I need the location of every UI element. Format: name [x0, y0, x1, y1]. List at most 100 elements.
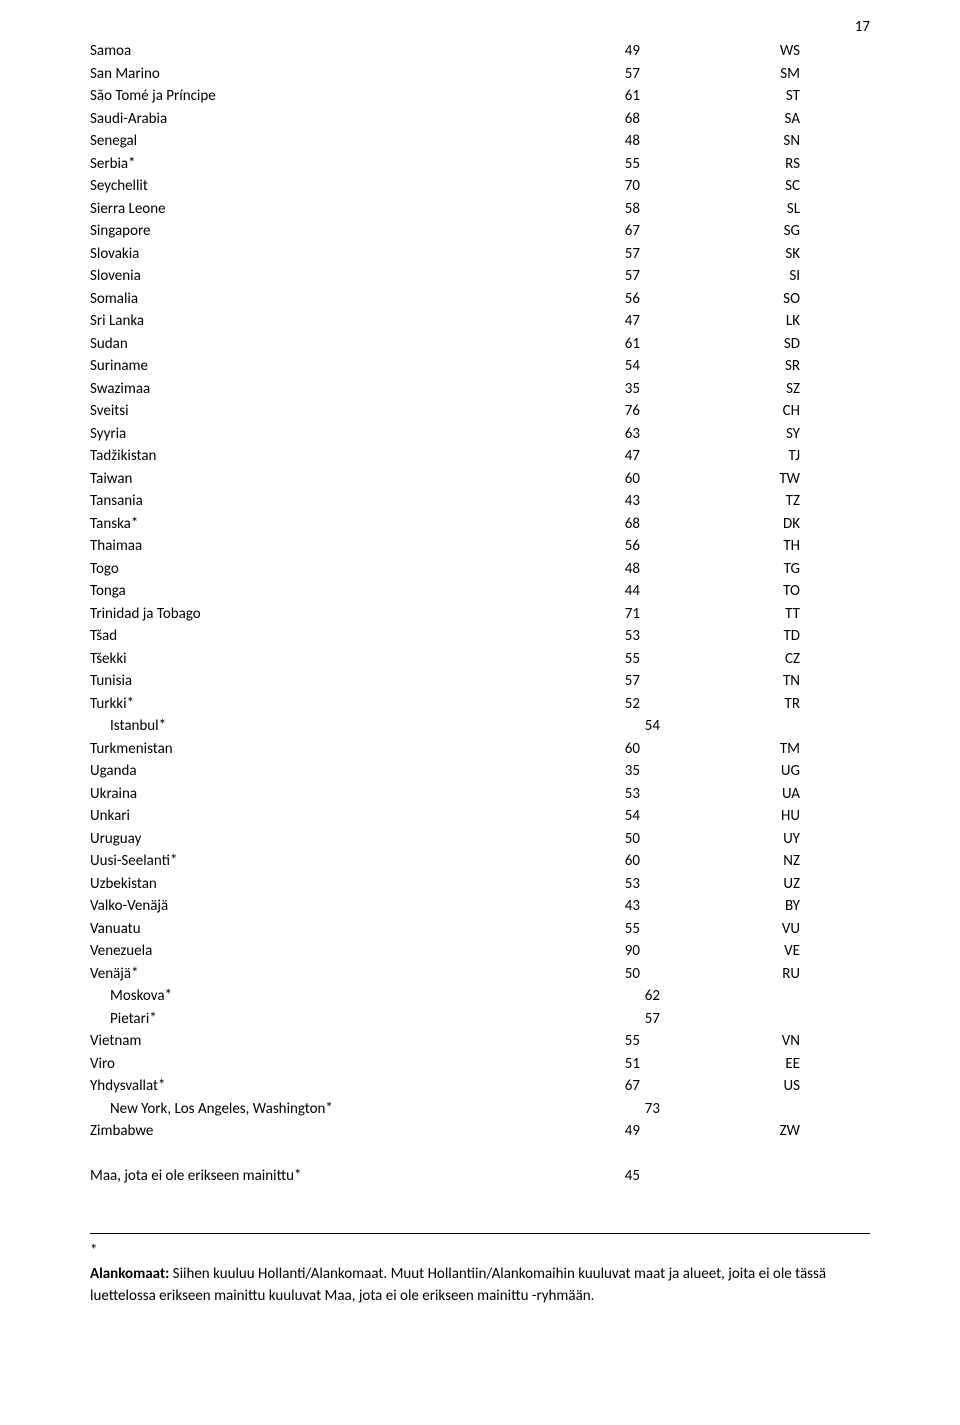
table-row: Ukraina53UA — [90, 783, 870, 806]
country-code: TM — [680, 738, 820, 761]
country-num: 57 — [530, 670, 680, 693]
country-code: SC — [680, 175, 820, 198]
country-num: 54 — [530, 805, 680, 828]
country-code: TG — [680, 558, 820, 581]
country-name: Samoa — [90, 40, 530, 63]
country-name: Syyria — [90, 423, 530, 446]
country-name: Tšad — [90, 625, 530, 648]
country-code: TR — [680, 693, 820, 716]
country-name: Tanska* — [90, 513, 530, 536]
table-row: Uzbekistan53UZ — [90, 873, 870, 896]
country-num: 47 — [530, 310, 680, 333]
country-name: Thaimaa — [90, 535, 530, 558]
summary-code — [680, 1165, 820, 1188]
country-code: SN — [680, 130, 820, 153]
table-row: Saudi-Arabia68SA — [90, 108, 870, 131]
table-row: Slovenia57SI — [90, 265, 870, 288]
country-num: 52 — [530, 693, 680, 716]
country-name: Turkki* — [90, 693, 530, 716]
country-name: Sudan — [90, 333, 530, 356]
table-row: Sierra Leone58SL — [90, 198, 870, 221]
country-code: SZ — [680, 378, 820, 401]
country-code: CZ — [680, 648, 820, 671]
country-code — [700, 985, 840, 1008]
table-row: Pietari*57 — [90, 1008, 870, 1031]
table-row: Swazimaa35SZ — [90, 378, 870, 401]
country-name: Sri Lanka — [90, 310, 530, 333]
country-code: SD — [680, 333, 820, 356]
table-row: Tšad53TD — [90, 625, 870, 648]
country-code: US — [680, 1075, 820, 1098]
table-row: Slovakia57SK — [90, 243, 870, 266]
country-name: Uruguay — [90, 828, 530, 851]
table-row: Tanska*68DK — [90, 513, 870, 536]
country-name: Uganda — [90, 760, 530, 783]
country-code: SL — [680, 198, 820, 221]
country-num: 54 — [550, 715, 700, 738]
country-code: VE — [680, 940, 820, 963]
country-code — [700, 1008, 840, 1031]
table-row: Samoa49WS — [90, 40, 870, 63]
summary-num: 45 — [530, 1165, 680, 1188]
country-name: Yhdysvallat* — [90, 1075, 530, 1098]
country-table: Samoa49WSSan Marino57SMSão Tomé ja Prínc… — [90, 40, 870, 1143]
country-code: EE — [680, 1053, 820, 1076]
country-num: 60 — [530, 850, 680, 873]
country-num: 57 — [530, 243, 680, 266]
country-num: 55 — [530, 648, 680, 671]
footnote-bold-label: Alankomaat: — [90, 1265, 169, 1283]
country-name: Suriname — [90, 355, 530, 378]
country-name: Tonga — [90, 580, 530, 603]
table-row: Viro51EE — [90, 1053, 870, 1076]
table-row: Venezuela90VE — [90, 940, 870, 963]
country-code: RU — [680, 963, 820, 986]
country-code: CH — [680, 400, 820, 423]
country-num: 56 — [530, 535, 680, 558]
country-name: Vanuatu — [90, 918, 530, 941]
country-name: Turkmenistan — [90, 738, 530, 761]
table-row: Togo48TG — [90, 558, 870, 581]
country-num: 90 — [530, 940, 680, 963]
country-num: 44 — [530, 580, 680, 603]
country-name: Trinidad ja Tobago — [90, 603, 530, 626]
country-name: Valko-Venäjä — [90, 895, 530, 918]
country-num: 43 — [530, 490, 680, 513]
table-row: Venäjä*50RU — [90, 963, 870, 986]
country-num: 68 — [530, 108, 680, 131]
table-row: Turkmenistan60TM — [90, 738, 870, 761]
country-name: Slovakia — [90, 243, 530, 266]
country-num: 73 — [550, 1098, 700, 1121]
summary-name: Maa, jota ei ole erikseen mainittu* — [90, 1165, 530, 1188]
country-code: TD — [680, 625, 820, 648]
table-row: Seychellit70SC — [90, 175, 870, 198]
country-num: 47 — [530, 445, 680, 468]
country-num: 55 — [530, 918, 680, 941]
country-num: 53 — [530, 783, 680, 806]
country-name: Swazimaa — [90, 378, 530, 401]
table-row: Uganda35UG — [90, 760, 870, 783]
country-num: 62 — [550, 985, 700, 1008]
country-code: UY — [680, 828, 820, 851]
country-name: New York, Los Angeles, Washington* — [90, 1098, 550, 1121]
table-row: New York, Los Angeles, Washington*73 — [90, 1098, 870, 1121]
summary-row: Maa, jota ei ole erikseen mainittu* 45 — [90, 1165, 870, 1188]
country-code: TW — [680, 468, 820, 491]
country-num: 50 — [530, 963, 680, 986]
footnote-text: Alankomaat: Siihen kuuluu Hollanti/Alank… — [90, 1263, 870, 1308]
table-row: Singapore67SG — [90, 220, 870, 243]
country-num: 49 — [530, 40, 680, 63]
country-name: Tadžikistan — [90, 445, 530, 468]
country-num: 35 — [530, 760, 680, 783]
country-code: SY — [680, 423, 820, 446]
country-num: 61 — [530, 85, 680, 108]
country-name: Vietnam — [90, 1030, 530, 1053]
table-row: Trinidad ja Tobago71TT — [90, 603, 870, 626]
table-row: Sveitsi76CH — [90, 400, 870, 423]
table-row: Unkari54HU — [90, 805, 870, 828]
country-num: 54 — [530, 355, 680, 378]
country-num: 60 — [530, 468, 680, 491]
country-num: 43 — [530, 895, 680, 918]
country-num: 51 — [530, 1053, 680, 1076]
country-num: 68 — [530, 513, 680, 536]
country-code: TO — [680, 580, 820, 603]
